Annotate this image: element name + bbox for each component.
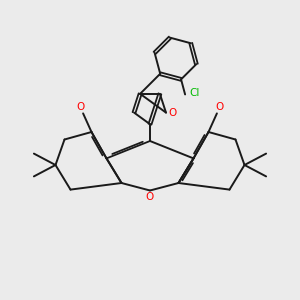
Text: Cl: Cl	[189, 88, 199, 98]
Text: O: O	[146, 192, 154, 202]
Text: O: O	[76, 102, 85, 112]
Text: O: O	[169, 108, 177, 118]
Text: O: O	[215, 102, 224, 112]
